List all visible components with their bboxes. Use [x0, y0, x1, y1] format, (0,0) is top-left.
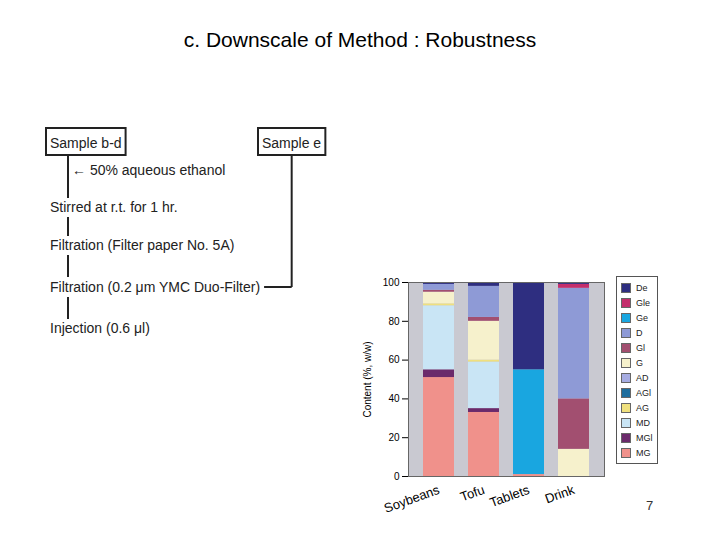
html-text:AGl: AGl	[636, 387, 651, 398]
svg-text:20: 20	[388, 432, 400, 443]
svg-text:Stirred at r.t. for 1 hr.: Stirred at r.t. for 1 hr.	[50, 199, 178, 215]
svg-text:Injection (0.6 μl): Injection (0.6 μl)	[50, 320, 150, 336]
svg-text:0: 0	[394, 471, 400, 482]
html-text:Gle: Gle	[636, 297, 650, 308]
html-text:MG: MG	[636, 447, 651, 458]
html-text:c. Downscale of Method : Robus: c. Downscale of Method : Robustness	[183, 28, 537, 51]
html-text:Gl: Gl	[636, 342, 645, 353]
svg-text:Sample b-d: Sample b-d	[50, 135, 122, 151]
html-text:AD: AD	[636, 372, 649, 383]
svg-text:100: 100	[383, 277, 400, 288]
html-text:Ge: Ge	[636, 312, 648, 323]
svg-text:40: 40	[388, 393, 400, 404]
svg-text:60: 60	[388, 354, 400, 365]
svg-text:Soybeans: Soybeans	[382, 482, 442, 516]
svg-text:Tablets: Tablets	[488, 482, 532, 510]
html-text:AG: AG	[636, 402, 649, 413]
svg-text:Filtration (Filter paper No. 5: Filtration (Filter paper No. 5A)	[50, 237, 234, 253]
svg-text:← 50% aqueous ethanol: ← 50% aqueous ethanol	[72, 162, 225, 178]
svg-text:Tofu: Tofu	[458, 482, 486, 505]
html-text:G: G	[636, 357, 643, 368]
svg-text:Filtration (0.2 μm YMC Duo-Fil: Filtration (0.2 μm YMC Duo-Filter)	[50, 279, 260, 295]
svg-text:Drink: Drink	[543, 482, 577, 507]
svg-text:80: 80	[388, 316, 400, 327]
html-text:De: De	[636, 282, 648, 293]
svg-text:Content (%, w/w): Content (%, w/w)	[362, 341, 373, 417]
html-text:D: D	[636, 327, 643, 338]
html-text:MGl: MGl	[636, 432, 653, 443]
html-text:MD: MD	[636, 417, 650, 428]
html-text:7: 7	[646, 498, 654, 513]
svg-text:Sample e: Sample e	[262, 135, 321, 151]
